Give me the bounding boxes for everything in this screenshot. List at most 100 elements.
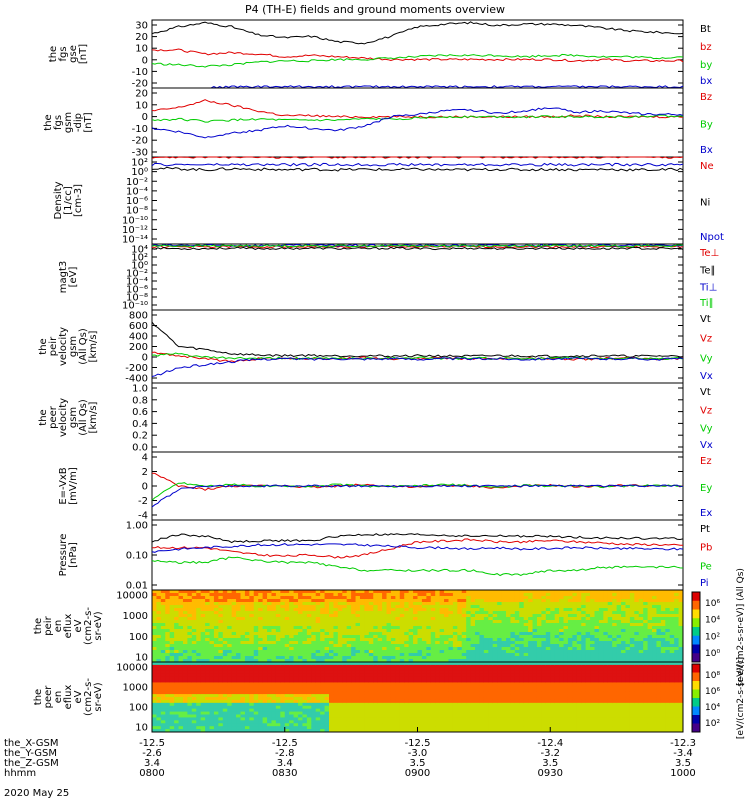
heatmap-cell [174,650,180,654]
heatmap-cell [523,602,529,606]
heatmap-cell [213,623,219,627]
heatmap-cell [298,617,303,621]
heatmap-cell [329,699,334,704]
heatmap-cell [275,641,281,645]
y-tick-label: 10000 [116,663,148,674]
series-bz [151,48,684,63]
heatmap-cell [377,685,383,689]
heatmap-cell [435,599,441,603]
heatmap-cell [430,626,436,630]
heatmap-cell [598,599,604,603]
heatmap-cell [386,593,392,597]
heatmap-cell [466,629,472,633]
heatmap-cell [386,691,392,695]
heatmap-cell [306,635,312,639]
heatmap-cell [475,711,480,715]
heatmap-cell [244,605,250,609]
heatmap-cell [435,626,441,630]
heatmap-cell [302,691,308,695]
heatmap-cell [629,632,635,636]
heatmap-cell [346,617,352,621]
heatmap-cell [320,623,326,627]
heatmap-cell [408,708,414,713]
y-tick-label: 10 [135,100,148,111]
heatmap-cell [200,605,206,609]
heatmap-cell [598,656,604,660]
heatmap-cell [364,723,370,727]
heatmap-cell [236,702,241,707]
heatmap-cell [152,694,157,698]
heatmap-cell [262,635,268,639]
heatmap-cell [218,641,224,645]
heatmap-cell [240,632,246,636]
heatmap-cell [399,691,405,695]
y-tick-label: 200 [129,342,148,353]
heatmap-cell [311,596,317,600]
heatmap-cell [280,685,286,689]
heatmap-cell [417,617,423,621]
heatmap-cell [625,656,631,660]
heatmap-cell [240,720,246,724]
heatmap-cell [165,614,171,618]
heatmap-cell [218,599,224,603]
heatmap-cell [417,685,423,689]
heatmap-cell [417,605,423,609]
heatmap-cell [311,626,317,630]
heatmap-cell [244,708,250,713]
heatmap-cell [253,670,259,675]
heatmap-cell [576,659,582,663]
heatmap-cell [674,638,680,642]
heatmap-cell [315,614,321,618]
heatmap-cell [395,593,401,597]
heatmap-cell [342,726,348,730]
heatmap-cell [351,626,357,630]
heatmap-cell [205,632,211,636]
heatmap-cell [550,590,556,594]
y-axis-label-line: gsm [68,336,79,357]
heatmap-cell [567,653,573,657]
heatmap-cell [191,714,197,718]
heatmap-cell [652,641,657,645]
y-tick-label: 1000 [123,611,148,622]
heatmap-cell [426,729,432,733]
heatmap-cell [320,644,326,648]
heatmap-cell [514,602,520,606]
heatmap-cell [306,670,312,675]
heatmap-cell [528,608,534,612]
heatmap-cell [205,596,211,600]
heatmap-cell [329,729,334,733]
heatmap-cell [315,691,321,695]
heatmap-cell [594,629,600,633]
heatmap-cell [355,650,361,654]
heatmap-cell [404,620,410,624]
heatmap-cell [466,664,472,669]
heatmap-cell [390,641,396,645]
heatmap-cell [395,723,401,727]
heatmap-cell [213,629,219,633]
heatmap-cell [395,617,401,621]
heatmap-cell [421,667,427,672]
heatmap-cell [165,635,171,639]
heatmap-cell [156,599,162,603]
heatmap-cell [333,596,339,600]
heatmap-cell [612,617,618,621]
legend-Te⊥: Te⊥ [699,248,719,259]
heatmap-cell [523,644,529,648]
heatmap-cell [240,659,246,663]
heatmap-cell [377,641,383,645]
heatmap-cell [187,688,193,692]
heatmap-cell [174,705,180,710]
heatmap-cell [594,593,600,597]
heatmap-cell [355,688,361,692]
y-axis-label: the peir velocity gsm (All Qs) [km/s] [38,327,99,366]
heatmap-cell [187,656,193,660]
heatmap-cell [368,602,374,606]
heatmap-cell [333,632,339,636]
heatmap-cell [253,676,259,680]
heatmap-cell [333,676,339,680]
heatmap-cell [678,629,684,633]
heatmap-cell [625,608,631,612]
heatmap-cell [408,626,414,630]
heatmap-cell [430,679,436,683]
